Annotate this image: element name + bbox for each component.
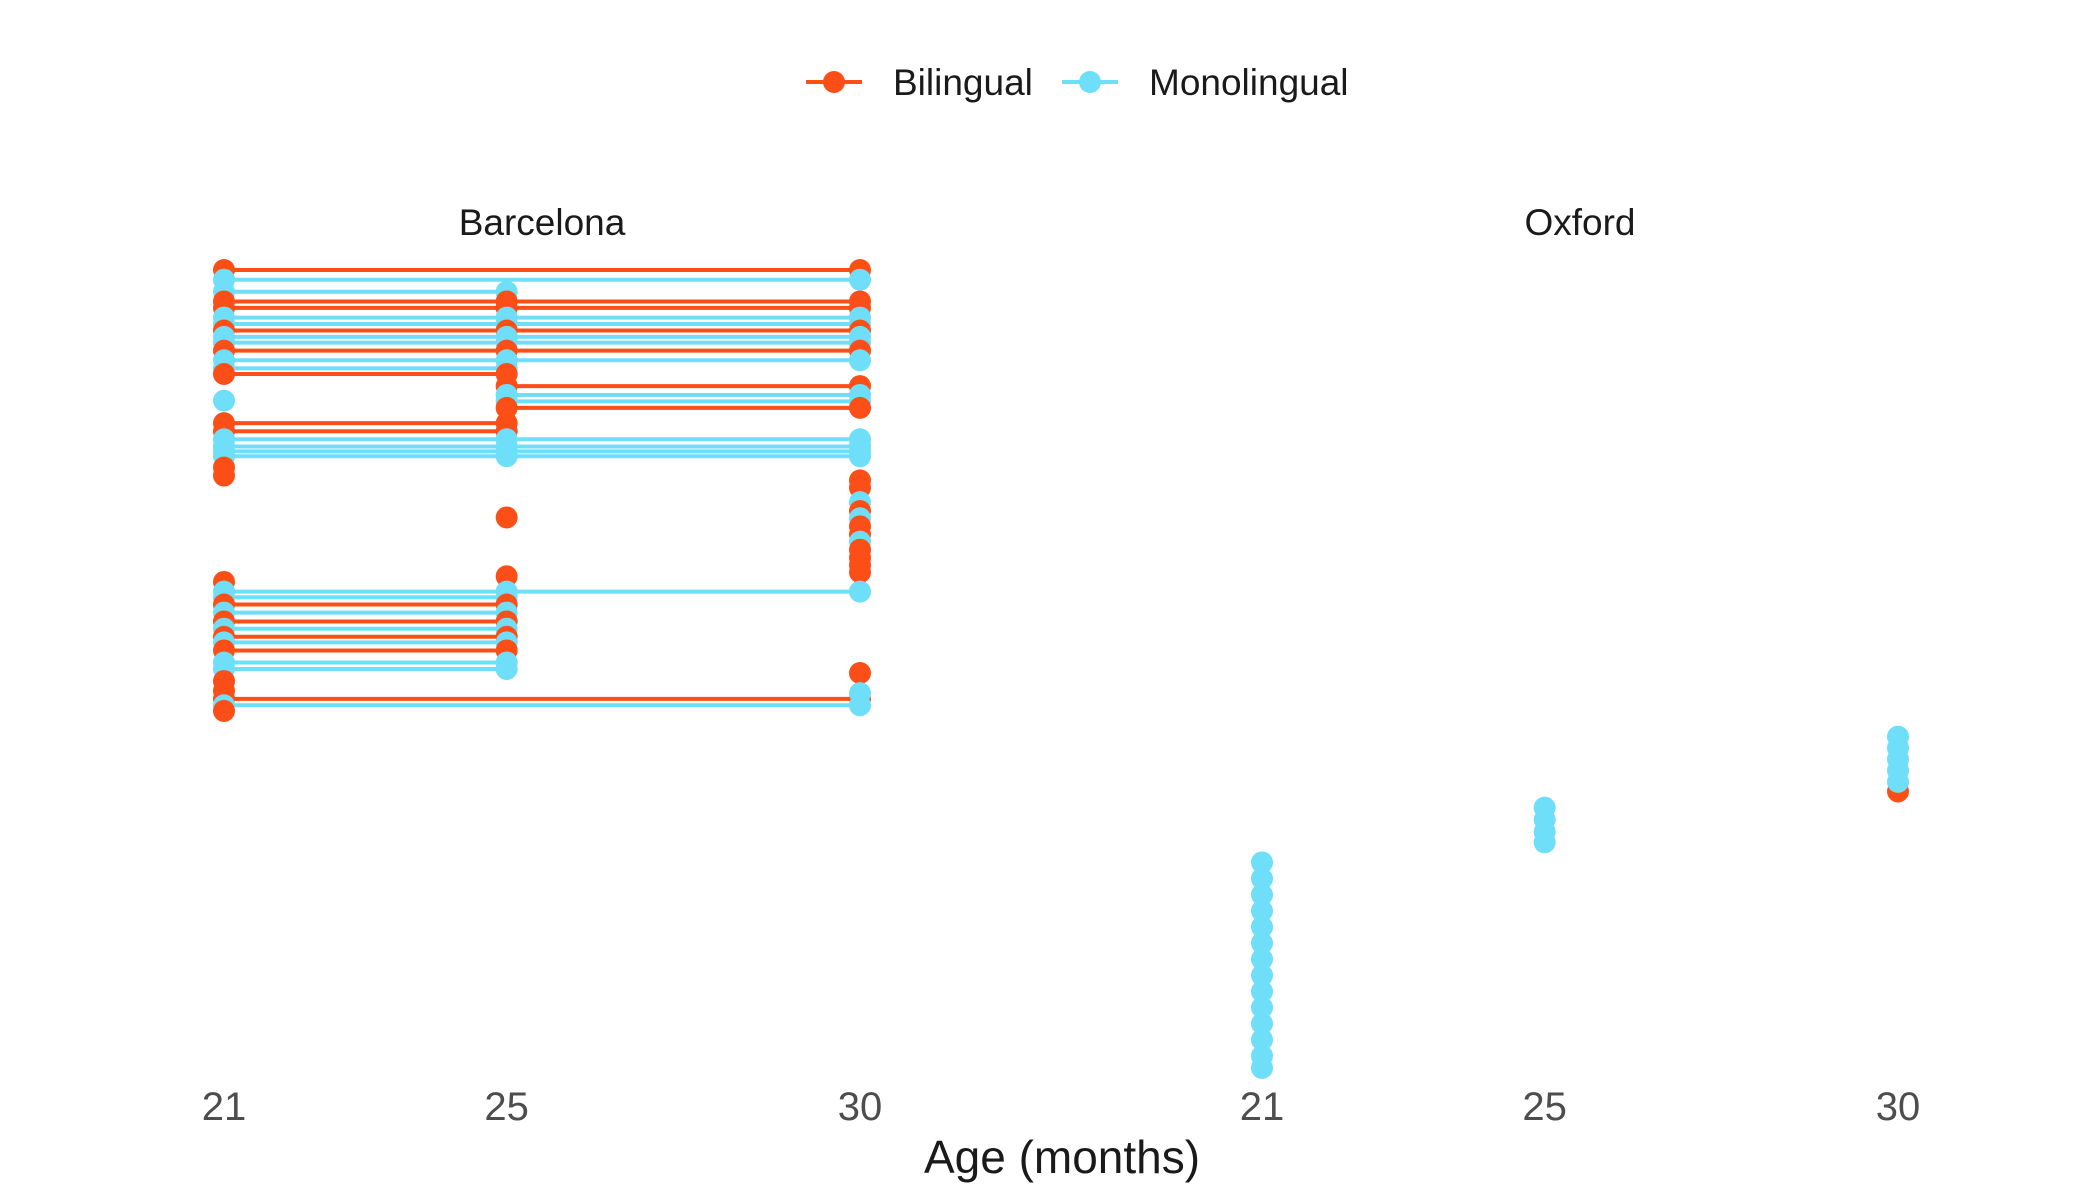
x-tick-label-barcelona-21: 21 (202, 1085, 247, 1129)
x-axis-ticks-barcelona: 21 25 30 (202, 1085, 883, 1129)
data-point-oxford-monolingual-11-0 (1251, 1028, 1273, 1051)
data-point-barcelona-monolingual-24-2 (849, 445, 871, 468)
data-point-barcelona-monolingual-58-0 (849, 682, 871, 705)
data-point-barcelona-bilingual-17-0 (495, 396, 518, 419)
legend-item-monolingual[interactable]: Monolingual (1062, 62, 1349, 103)
x-tick-label-oxford-25: 25 (1522, 1085, 1567, 1129)
data-point-oxford-monolingual-10-0 (1251, 1012, 1273, 1035)
data-point-oxford-monolingual-7-0 (1251, 964, 1273, 987)
legend-label-monolingual: Monolingual (1149, 62, 1349, 103)
x-tick-label-barcelona-25: 25 (484, 1085, 529, 1129)
x-tick-label-oxford-30: 30 (1876, 1085, 1921, 1129)
data-point-barcelona-bilingual-59-0 (213, 699, 235, 722)
data-point-oxford-monolingual-6-0 (1251, 948, 1273, 971)
data-point-oxford-monolingual-0-0 (1251, 851, 1273, 874)
data-point-oxford-monolingual-4-0 (1251, 915, 1273, 938)
data-point-oxford-monolingual-2-0 (1251, 883, 1273, 906)
x-axis-ticks-oxford: 21 25 30 (1240, 1085, 1921, 1129)
data-point-oxford-monolingual-8-0 (1251, 980, 1273, 1003)
data-point-oxford-monolingual-9-0 (1251, 996, 1273, 1019)
data-point-barcelona-monolingual-18-0 (213, 389, 235, 412)
data-point-barcelona-monolingual-11-2 (849, 349, 871, 372)
data-point-barcelona-bilingual-39-0 (849, 561, 871, 584)
panel-oxford (1251, 725, 1909, 1079)
data-point-barcelona-bilingual-17-1 (849, 396, 871, 419)
x-axis-title: Age (months) (924, 1131, 1200, 1183)
legend: Bilingual Monolingual (806, 62, 1349, 103)
data-point-barcelona-monolingual-52-1 (495, 658, 518, 680)
data-point-barcelona-bilingual-27-0 (495, 506, 518, 529)
x-tick-label-barcelona-30: 30 (838, 1085, 883, 1129)
x-tick-label-oxford-21: 21 (1240, 1085, 1285, 1129)
panel-barcelona (213, 259, 871, 722)
data-point-oxford-monolingual-23-0 (1887, 725, 1909, 748)
data-point-barcelona-monolingual-24-1 (495, 445, 518, 468)
data-point-barcelona-bilingual-55-0 (849, 662, 871, 685)
data-point-oxford-monolingual-13-0 (1251, 1056, 1273, 1079)
data-point-barcelona-monolingual-1-1 (849, 268, 871, 291)
data-point-oxford-monolingual-3-0 (1251, 899, 1273, 922)
legend-item-bilingual[interactable]: Bilingual (806, 62, 1033, 103)
data-point-barcelona-bilingual-41-0 (495, 565, 518, 588)
data-point-barcelona-bilingual-13-0 (213, 363, 235, 386)
data-point-oxford-monolingual-1-0 (1251, 867, 1273, 890)
panel-title-oxford: Oxford (1524, 202, 1635, 243)
panel-title-barcelona: Barcelona (459, 202, 626, 243)
data-point-oxford-monolingual-17-0 (1533, 831, 1556, 854)
data-point-oxford-monolingual-5-0 (1251, 932, 1273, 955)
data-point-barcelona-monolingual-42-2 (849, 580, 871, 603)
legend-label-bilingual: Bilingual (893, 62, 1033, 103)
data-point-barcelona-bilingual-26-0 (213, 464, 235, 487)
